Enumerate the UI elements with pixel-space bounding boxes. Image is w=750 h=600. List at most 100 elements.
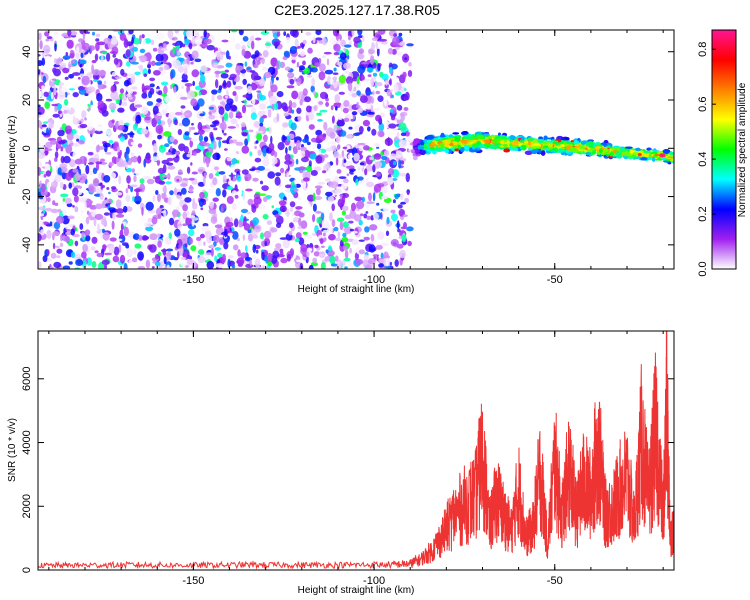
- heatmap-cell: [356, 76, 360, 85]
- heatmap-cell: [438, 143, 445, 149]
- heatmap-cell: [167, 196, 172, 206]
- heatmap-cell: [266, 252, 273, 263]
- heatmap-cell: [300, 146, 307, 152]
- heatmap-cell: [542, 141, 550, 144]
- heatmap-cell: [103, 212, 110, 216]
- heatmap-cell: [139, 178, 145, 184]
- heatmap-cell: [158, 127, 162, 134]
- heatmap-cell: [286, 85, 295, 89]
- heatmap-cell: [381, 185, 388, 194]
- heatmap-cell: [396, 104, 403, 111]
- heatmap-cell: [133, 175, 137, 183]
- heatmap-cell: [57, 110, 62, 115]
- heatmap-cell: [336, 259, 343, 269]
- heatmap-cell: [322, 55, 326, 59]
- heatmap-cell: [216, 152, 220, 161]
- heatmap-cell: [241, 145, 250, 154]
- heatmap-cell: [418, 139, 421, 142]
- heatmap-cell: [135, 104, 143, 108]
- heatmap-cell: [144, 155, 152, 164]
- heatmap-cell: [218, 171, 226, 175]
- heatmap-cell: [532, 148, 540, 153]
- heatmap-cell: [619, 148, 627, 153]
- heatmap-cell: [65, 231, 73, 236]
- heatmap-cell: [108, 140, 114, 144]
- heatmap-cell: [372, 120, 379, 126]
- heatmap-cell: [38, 160, 42, 169]
- heatmap-cell: [312, 192, 316, 202]
- heatmap-cell: [305, 31, 312, 36]
- heatmap-cell: [354, 196, 363, 202]
- heatmap-cell: [316, 143, 322, 150]
- heatmap-cell: [39, 145, 46, 153]
- heatmap-cell: [38, 69, 41, 75]
- heatmap-cell: [320, 212, 325, 221]
- heatmap-cell: [209, 201, 214, 209]
- heatmap-cell: [54, 43, 57, 52]
- heatmap-cell: [165, 181, 172, 185]
- heatmap-cell: [342, 146, 348, 150]
- heatmap-cell: [302, 39, 307, 45]
- heatmap-cell: [160, 61, 164, 65]
- heatmap-cell: [277, 142, 285, 151]
- heatmap-cell: [141, 235, 149, 241]
- heatmap-cell: [315, 187, 321, 196]
- heatmap-cell: [306, 165, 313, 173]
- heatmap-cell: [242, 78, 247, 85]
- heatmap-cell: [115, 208, 124, 214]
- heatmap-cell: [378, 263, 384, 268]
- heatmap-cell: [168, 232, 172, 239]
- heatmap-cell: [365, 178, 369, 182]
- heatmap-cell: [282, 122, 289, 128]
- heatmap-cell: [262, 158, 270, 167]
- heatmap-cell: [303, 177, 310, 182]
- y-tick-label: -20: [21, 189, 33, 205]
- heatmap-cell: [524, 139, 529, 142]
- heatmap-cell: [143, 85, 151, 90]
- heatmap-cell: [236, 65, 244, 71]
- heatmap-cell: [315, 129, 323, 136]
- heatmap-cell: [161, 93, 167, 97]
- heatmap-cell: [243, 223, 251, 231]
- heatmap-cell: [41, 72, 44, 75]
- heatmap-cell: [203, 136, 209, 143]
- heatmap-cell: [184, 131, 190, 136]
- heatmap-cell: [318, 253, 326, 257]
- heatmap-cell: [241, 49, 246, 56]
- heatmap-cell: [169, 190, 174, 196]
- heatmap-cell: [293, 77, 297, 82]
- heatmap-cell: [396, 51, 403, 56]
- heatmap-cell: [217, 252, 223, 258]
- heatmap-cell: [492, 145, 498, 150]
- heatmap-cell: [223, 132, 227, 136]
- heatmap-cell: [174, 111, 183, 116]
- heatmap-cell: [333, 151, 340, 159]
- heatmap-cell: [282, 105, 289, 112]
- heatmap-cell: [354, 258, 364, 265]
- heatmap-cell: [354, 188, 362, 193]
- heatmap-cell: [154, 254, 159, 260]
- heatmap-cell: [250, 35, 255, 43]
- heatmap-cell: [162, 248, 167, 256]
- heatmap-cell: [325, 101, 329, 107]
- heatmap-cell: [472, 143, 476, 147]
- heatmap-cell: [312, 36, 316, 44]
- heatmap-cell: [215, 263, 224, 268]
- heatmap-cell: [38, 112, 42, 115]
- heatmap-cell: [244, 138, 249, 147]
- heatmap-cell: [289, 201, 296, 208]
- heatmap-cell: [62, 67, 70, 74]
- heatmap-cell: [113, 81, 120, 85]
- heatmap-cell: [230, 36, 236, 44]
- heatmap-cell: [231, 158, 238, 165]
- heatmap-cell: [63, 99, 69, 106]
- heatmap-cell: [319, 91, 328, 100]
- heatmap-cell: [390, 213, 398, 222]
- heatmap-cell: [178, 246, 184, 256]
- heatmap-cell: [374, 161, 380, 169]
- heatmap-cell: [313, 105, 318, 111]
- heatmap-cell: [122, 242, 129, 247]
- heatmap-cell: [247, 85, 253, 95]
- heatmap-cell: [221, 39, 229, 43]
- heatmap-cell: [102, 142, 111, 148]
